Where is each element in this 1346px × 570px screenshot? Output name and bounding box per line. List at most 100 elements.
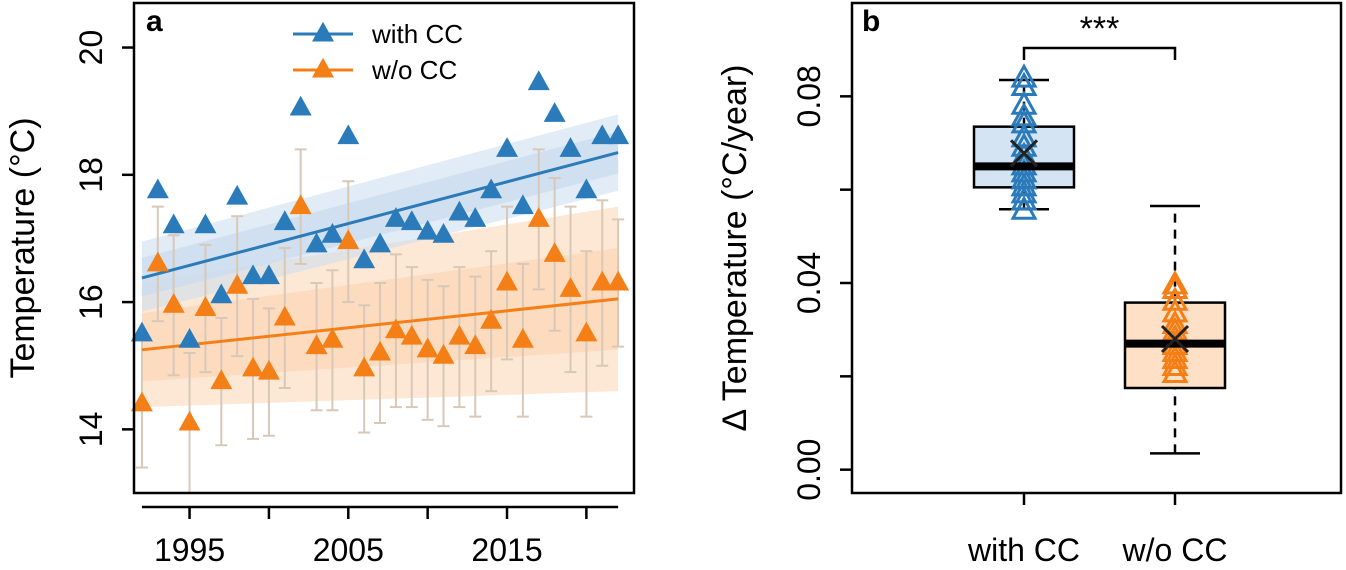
panel-b-letter: b	[862, 5, 880, 38]
box-point	[1010, 63, 1038, 88]
box-point	[1161, 351, 1189, 377]
panel-b-delta-temperature-boxplot: 0.00 0.04 0.08 with CC w/o CC Δ Temperature…	[716, 1, 1343, 568]
with-cc-point	[242, 264, 265, 285]
with-cc-point	[146, 178, 169, 199]
box-point	[1010, 122, 1038, 148]
panel-a-y-axis-title: Temperature (°C)	[4, 117, 42, 378]
wo-cc-point	[337, 229, 360, 250]
x-tick-label: 1995	[154, 532, 225, 568]
x-tick-label: w/o CC	[1122, 532, 1228, 568]
wo-cc-point	[242, 356, 265, 377]
box-point	[1010, 90, 1038, 115]
wo-cc-point	[607, 270, 630, 291]
with-cc-point	[416, 219, 439, 240]
box-mean-marker	[1009, 139, 1039, 168]
wo-cc-point	[464, 334, 487, 355]
with-cc-point	[321, 222, 344, 243]
box-point	[1161, 337, 1189, 363]
box-point	[1161, 358, 1189, 384]
with-cc-point	[496, 137, 519, 157]
boxplots	[972, 63, 1227, 455]
panel-a-x-axis: 1995 2005 2015	[141, 505, 619, 568]
wo-cc-point	[226, 273, 249, 294]
y-tick-label: 18	[73, 157, 109, 193]
wo-cc-point	[432, 343, 455, 364]
box-point	[1010, 108, 1038, 134]
legend-label: with CC	[371, 19, 463, 49]
box-point	[1161, 269, 1189, 295]
wo-cc-point	[527, 207, 550, 227]
with-cc-point	[226, 184, 249, 205]
significance-line	[1022, 46, 1177, 60]
with-cc-point	[543, 102, 566, 122]
x-tick-label: 2005	[313, 532, 384, 568]
box-point	[1010, 171, 1038, 197]
y-tick-label: 0.08	[791, 65, 827, 127]
with-cc-point	[511, 194, 534, 215]
with-cc-point	[162, 213, 185, 234]
wo-cc-point	[130, 391, 153, 412]
with-cc-point	[210, 283, 233, 304]
wo-cc-point	[543, 242, 566, 262]
wo-cc-point	[496, 270, 519, 291]
y-tick-label: 14	[73, 412, 109, 448]
wo-cc-point	[511, 327, 534, 348]
with-cc-point	[337, 124, 360, 145]
box-point	[1010, 178, 1038, 204]
legend-label: w/o CC	[371, 55, 457, 85]
panel-a-temperature-timeseries: 14 16 18 20 1995 2005 2015 Temperature (°C) a…	[4, 1, 636, 568]
wo-cc-point	[448, 324, 471, 345]
with-cc-point	[289, 95, 312, 116]
wo-cc-point	[416, 337, 439, 358]
panel-b-y-axis-title: Δ Temperature (°C/year)	[716, 65, 754, 432]
with-cc-point	[305, 232, 328, 253]
wo-cc-point	[384, 318, 407, 339]
panel-b-frame	[850, 1, 1343, 495]
y-tick-label: 0.00	[791, 439, 827, 501]
data-points	[130, 70, 630, 431]
panel-b-y-axis: 0.00 0.04 0.08	[791, 65, 852, 501]
wo-cc-point	[321, 327, 344, 348]
box-with-cc	[972, 63, 1076, 220]
legend-marker	[312, 21, 334, 42]
wo-cc-point	[480, 308, 503, 329]
wo-cc-point	[162, 292, 185, 313]
with-cc-trend-line	[141, 151, 619, 280]
box-mean-marker	[1160, 324, 1190, 354]
wo-cc-point	[273, 305, 296, 326]
wo-cc-trend-line	[141, 297, 619, 352]
panel-a-y-axis: 14 16 18 20	[73, 30, 134, 447]
wo-cc-point	[400, 324, 423, 345]
box-point	[1010, 164, 1038, 190]
wo-cc-point	[257, 359, 280, 380]
significance-bracket: ***	[1022, 10, 1177, 60]
with-cc-point	[194, 213, 217, 234]
wo-cc-point	[289, 194, 312, 215]
wo-cc-point	[194, 296, 217, 316]
box-point	[1161, 286, 1189, 311]
with-cc-point	[591, 124, 614, 145]
with-cc-point	[130, 321, 153, 342]
wo-cc-point	[369, 340, 392, 361]
wo-cc-point	[210, 369, 233, 390]
x-tick-label: with CC	[967, 532, 1080, 568]
box-point	[1161, 344, 1189, 370]
box-point	[1010, 101, 1038, 127]
with-cc-point	[353, 248, 376, 269]
wo-cc-point	[591, 270, 614, 291]
with-cc-point	[448, 200, 471, 221]
legend: with CC w/o CC	[293, 19, 463, 85]
wo-cc-point	[178, 410, 201, 431]
with-cc-point	[480, 178, 503, 199]
box-point	[1010, 185, 1038, 211]
wo-cc-point	[575, 321, 598, 342]
panel-a-frame	[132, 1, 636, 495]
trend-lines	[141, 151, 619, 352]
y-tick-label: 16	[73, 284, 109, 320]
box-point	[1161, 309, 1189, 335]
with-cc-point	[607, 124, 630, 145]
box-point	[1161, 297, 1189, 323]
box-wo-cc	[1123, 204, 1227, 455]
box-point	[1010, 157, 1038, 183]
wo-cc-point	[353, 356, 376, 377]
